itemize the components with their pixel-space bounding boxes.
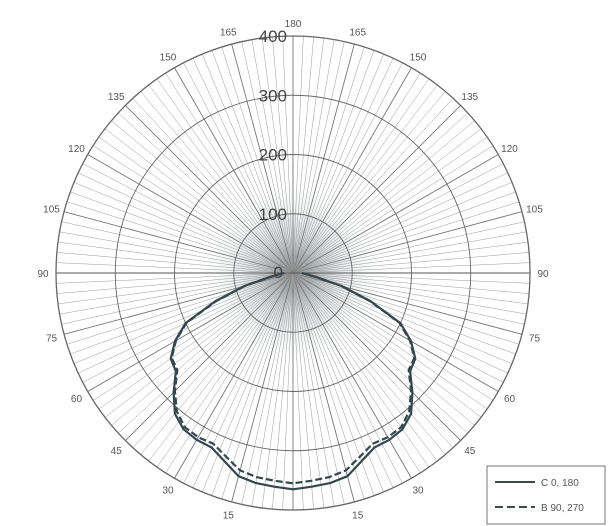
- angular-tick-label: 75: [46, 334, 58, 345]
- angular-tick-label: 15: [352, 510, 364, 521]
- radial-tick-label: 200: [259, 146, 287, 165]
- angular-tick-labels: 180 165 150 135 120 105 90 75 60 45 30 15 15 30 45 60 75…: [37, 19, 549, 521]
- radial-tick-label: 100: [259, 205, 287, 224]
- angular-tick-label: 60: [504, 394, 516, 405]
- angular-tick-label: 90: [537, 269, 549, 280]
- ring-100: [233, 213, 353, 333]
- ring-400: [55, 35, 531, 511]
- radial-tick-label: 0: [274, 263, 283, 282]
- series-line-2: [170, 271, 416, 485]
- angular-tick-label: 105: [526, 204, 543, 215]
- ring-200: [174, 154, 412, 392]
- angular-tick-label: 105: [43, 204, 60, 215]
- angular-tick-label: 45: [464, 446, 476, 457]
- angular-tick-label: 150: [410, 52, 427, 63]
- angular-tick-label: 165: [349, 28, 366, 39]
- polar-grid: [55, 35, 531, 511]
- angular-tick-label: 75: [529, 334, 541, 345]
- angular-tick-label: 30: [412, 486, 424, 497]
- radial-tick-label: 300: [259, 86, 287, 105]
- angular-tick-label: 60: [71, 394, 83, 405]
- legend-entry-1: C 0, 180: [541, 478, 579, 489]
- angular-tick-label: 45: [111, 446, 123, 457]
- angular-tick-label: 135: [461, 92, 478, 103]
- angular-tick-label: 150: [160, 52, 177, 63]
- angular-tick-label: 165: [220, 28, 237, 39]
- angular-tick-label: 30: [162, 486, 174, 497]
- angular-tick-label: 180: [285, 19, 302, 30]
- radial-tick-labels: 0 100 200 300 400: [259, 27, 287, 282]
- angular-tick-label: 120: [68, 144, 85, 155]
- radial-tick-label: 400: [259, 27, 287, 46]
- angular-tick-label: 135: [108, 92, 125, 103]
- angular-tick-label: 15: [223, 510, 235, 521]
- legend-entry-2: B 90, 270: [541, 503, 584, 514]
- legend-box: [486, 465, 606, 525]
- angular-tick-label: 120: [501, 144, 518, 155]
- legend: C 0, 180 B 90, 270: [486, 465, 606, 525]
- angular-tick-label: 90: [37, 269, 49, 280]
- series-layer: [169, 271, 417, 491]
- ring-300: [114, 94, 472, 452]
